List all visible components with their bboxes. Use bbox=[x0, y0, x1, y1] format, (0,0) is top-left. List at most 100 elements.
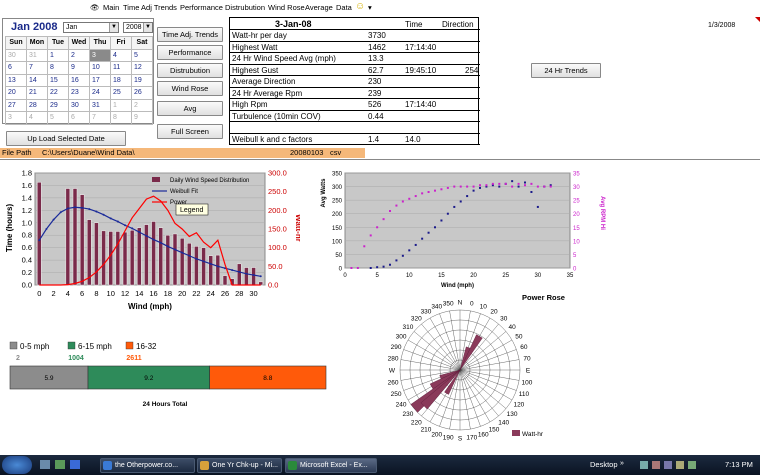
rose-angle-label: 40 bbox=[508, 324, 516, 331]
calendar-day[interactable]: 30 bbox=[68, 98, 90, 112]
taskbar-item[interactable]: One Yr Chk-up - Mi... bbox=[197, 458, 282, 473]
menu-performance[interactable]: Performance bbox=[180, 3, 223, 12]
tray-icon[interactable] bbox=[688, 461, 696, 469]
calendar-day[interactable]: 11 bbox=[110, 61, 132, 75]
calendar-day[interactable]: 7 bbox=[89, 111, 111, 125]
rose-angle-label: 210 bbox=[421, 426, 432, 433]
calendar-day[interactable]: 9 bbox=[68, 61, 90, 75]
calendar-day[interactable]: 21 bbox=[26, 86, 48, 100]
calendar-day[interactable]: 4 bbox=[110, 48, 132, 62]
year-select[interactable]: 2008 ▼ bbox=[123, 22, 153, 33]
calendar-day[interactable]: 24 bbox=[89, 86, 111, 100]
calendar-day[interactable]: 1 bbox=[47, 48, 69, 62]
desktop-label[interactable]: Desktop bbox=[590, 460, 618, 469]
rpm-point bbox=[536, 185, 539, 188]
smiley-icon[interactable]: ☺ bbox=[355, 1, 366, 12]
24hr-trends-button[interactable]: 24 Hr Trends bbox=[531, 63, 601, 78]
calendar-day[interactable]: 28 bbox=[26, 98, 48, 112]
tray-icon[interactable] bbox=[676, 461, 684, 469]
calendar-day[interactable]: 14 bbox=[26, 73, 48, 87]
calendar-day[interactable]: 29 bbox=[47, 98, 69, 112]
watts-point bbox=[511, 180, 514, 183]
upload-selected-date-button[interactable]: Up Load Selected Date bbox=[6, 131, 126, 146]
rose-angle-label: 220 bbox=[411, 420, 422, 427]
calendar-day[interactable]: 16 bbox=[68, 73, 90, 87]
full-screen-button[interactable]: Full Screen bbox=[157, 124, 223, 139]
calendar-day[interactable]: 8 bbox=[47, 61, 69, 75]
menu-wind-rose[interactable]: Wind Rose bbox=[268, 3, 305, 12]
calendar-day[interactable]: 13 bbox=[5, 73, 27, 87]
cell-value: 230 bbox=[368, 77, 382, 86]
distrubution-button[interactable]: Distrubution bbox=[157, 63, 223, 78]
chevron-icon[interactable]: » bbox=[620, 460, 624, 467]
menu-main[interactable]: Main bbox=[103, 3, 120, 12]
calendar-day[interactable]: 2 bbox=[131, 98, 153, 112]
rose-spoke bbox=[459, 331, 507, 371]
calendar-day[interactable]: 17 bbox=[89, 73, 111, 87]
calendar-day[interactable]: 2 bbox=[68, 48, 90, 62]
start-button[interactable] bbox=[2, 456, 32, 474]
tray-icon[interactable] bbox=[664, 461, 672, 469]
calendar-day[interactable]: 1 bbox=[110, 98, 132, 112]
calendar-day[interactable]: 8 bbox=[110, 111, 132, 125]
wind-rose-button[interactable]: Wind Rose bbox=[157, 81, 223, 96]
calendar-header-row: Sun Mon Tue Wed Thu Fri Sat bbox=[5, 36, 153, 50]
day-header: Wed bbox=[68, 36, 90, 50]
menu-data[interactable]: Data bbox=[336, 3, 352, 12]
calendar-day[interactable]: 27 bbox=[5, 98, 27, 112]
watts-point bbox=[498, 185, 501, 188]
calendar-day[interactable]: 3 bbox=[89, 48, 111, 62]
performance-button[interactable]: Performance bbox=[157, 45, 223, 60]
calendar-day[interactable]: 3 bbox=[5, 111, 27, 125]
quick-launch-icon[interactable] bbox=[70, 460, 80, 469]
calendar-day[interactable]: 31 bbox=[26, 48, 48, 62]
calendar-day[interactable]: 9 bbox=[131, 111, 153, 125]
taskbar-item-active[interactable]: Microsoft Excel - Ex... bbox=[285, 458, 377, 473]
tray-icon[interactable] bbox=[640, 461, 648, 469]
calendar-day[interactable]: 20 bbox=[5, 86, 27, 100]
month-select-value: Jan bbox=[66, 24, 78, 31]
cell-time: 17:14:40 bbox=[405, 100, 437, 109]
view-icon[interactable]: 👁 bbox=[90, 3, 100, 12]
month-select[interactable]: Jan ▼ bbox=[63, 22, 119, 33]
calendar-day[interactable]: 18 bbox=[110, 73, 132, 87]
calendar-day[interactable]: 15 bbox=[47, 73, 69, 87]
calendar-day[interactable]: 12 bbox=[131, 61, 153, 75]
dropdown-arrow-icon[interactable]: ▾ bbox=[368, 3, 372, 12]
legend-swatch bbox=[152, 177, 160, 182]
quick-launch-icon[interactable] bbox=[40, 460, 50, 469]
calendar-day[interactable]: 31 bbox=[89, 98, 111, 112]
chevron-down-icon[interactable]: ▼ bbox=[143, 23, 152, 32]
calendar-day[interactable]: 5 bbox=[131, 48, 153, 62]
calendar-day[interactable]: 25 bbox=[110, 86, 132, 100]
chevron-down-icon[interactable]: ▼ bbox=[109, 23, 118, 32]
table-row: Highest Gust 62.7 19:45:10 254 bbox=[230, 65, 480, 76]
calendar-day[interactable]: 19 bbox=[131, 73, 153, 87]
calendar-day[interactable]: 26 bbox=[131, 86, 153, 100]
tray-icon[interactable] bbox=[652, 461, 660, 469]
time-adj-trends-button[interactable]: Time Adj. Trends bbox=[157, 27, 223, 42]
avg-button[interactable]: Avg bbox=[157, 101, 223, 116]
calendar-day[interactable]: 23 bbox=[68, 86, 90, 100]
calendar-day[interactable]: 30 bbox=[5, 48, 27, 62]
legend: Daily Wind Speed Distribution Weibull Fit… bbox=[152, 177, 249, 206]
calendar-day[interactable]: 6 bbox=[68, 111, 90, 125]
calendar-day[interactable]: 6 bbox=[5, 61, 27, 75]
weibull-point bbox=[145, 234, 148, 237]
menu-time-adj-trends[interactable]: Time Adj Trends bbox=[123, 3, 177, 12]
rose-spoke bbox=[421, 323, 461, 371]
quick-launch-icon[interactable] bbox=[55, 460, 65, 469]
weibull-point bbox=[52, 218, 55, 221]
menu-distrubution[interactable]: Distrubution bbox=[225, 3, 266, 12]
x-tick-label: 16 bbox=[149, 289, 157, 298]
rose-angle-label: 340 bbox=[431, 304, 442, 311]
calendar-day[interactable]: 22 bbox=[47, 86, 69, 100]
calendar-day[interactable]: 4 bbox=[26, 111, 48, 125]
calendar-day[interactable]: 7 bbox=[26, 61, 48, 75]
menu-average[interactable]: Average bbox=[305, 3, 333, 12]
taskbar-item[interactable]: the Otherpower.co... bbox=[100, 458, 195, 473]
calendar-day[interactable]: 5 bbox=[47, 111, 69, 125]
calendar-day[interactable]: 10 bbox=[89, 61, 111, 75]
clock[interactable]: 7:13 PM bbox=[725, 460, 753, 469]
rose-angle-label: 200 bbox=[431, 431, 442, 438]
